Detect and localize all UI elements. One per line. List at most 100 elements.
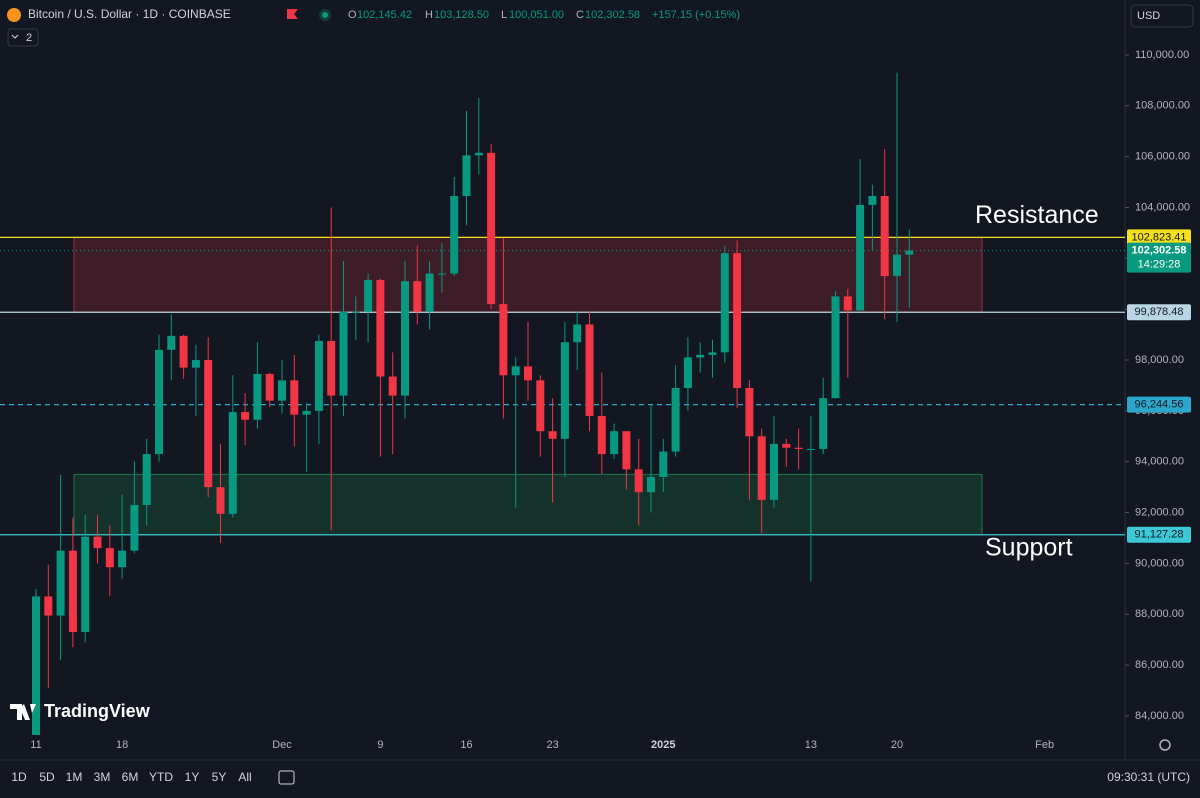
zone xyxy=(73,473,983,536)
symbol: Bitcoin / U.S. Dollar · 1D · COINBASE xyxy=(28,7,231,21)
candle-body xyxy=(659,451,668,477)
candle-body xyxy=(683,357,692,388)
candle-body xyxy=(450,196,459,274)
range-button[interactable]: 6M xyxy=(122,770,139,784)
candle-body xyxy=(32,596,40,735)
x-tick-label: 18 xyxy=(116,739,128,751)
range-button[interactable]: 5Y xyxy=(212,770,227,784)
level-tag xyxy=(1127,304,1191,321)
candle-body xyxy=(191,360,200,368)
y-tick-label: 94,000.00 xyxy=(1135,456,1184,468)
ohlc-value: 100,051.00 xyxy=(509,9,564,21)
candle-body xyxy=(216,487,225,514)
ohlc-value: 102,145.42 xyxy=(357,9,412,21)
candle-body xyxy=(560,342,569,439)
range-button[interactable]: 3M xyxy=(94,770,111,784)
candle-body xyxy=(437,273,446,275)
candle-body xyxy=(573,324,582,343)
candle-body xyxy=(856,204,865,311)
candle-body xyxy=(782,443,791,448)
x-tick-label: 16 xyxy=(460,739,472,751)
candle-body xyxy=(290,380,299,415)
candle-body xyxy=(401,281,409,396)
candle-body xyxy=(597,415,606,455)
candle-body xyxy=(647,476,655,493)
countdown: 14:29:28 xyxy=(1138,259,1181,271)
candle-body xyxy=(155,349,163,455)
ohlc-label: O xyxy=(348,9,357,21)
level-tag xyxy=(1127,396,1191,413)
candle-body xyxy=(327,340,336,396)
calendar-icon[interactable] xyxy=(278,770,295,785)
price-tag-label: 102,302.58 xyxy=(1131,245,1186,257)
candle-body xyxy=(314,340,323,411)
ohlc-value: 103,128.50 xyxy=(434,9,489,21)
candle-body xyxy=(118,550,127,568)
candle-body xyxy=(708,352,717,355)
candle-body xyxy=(843,296,852,311)
ohlc-label: C xyxy=(576,9,584,21)
settings-icon[interactable] xyxy=(1159,739,1171,751)
x-tick-label: 9 xyxy=(377,739,383,751)
range-button[interactable]: 5D xyxy=(39,770,55,784)
candle-body xyxy=(376,279,385,377)
y-tick-label: 90,000.00 xyxy=(1135,557,1184,569)
x-tick-label: 20 xyxy=(891,739,903,751)
indicator-toggle[interactable] xyxy=(7,28,39,47)
candle-body xyxy=(499,304,508,376)
candle-body xyxy=(142,454,151,505)
level-tag-label: 96,244.56 xyxy=(1135,399,1184,411)
x-tick-label: Dec xyxy=(272,739,292,751)
x-tick-label: 13 xyxy=(805,739,817,751)
y-tick-label: 110,000.00 xyxy=(1135,49,1189,61)
candle-body xyxy=(893,254,901,277)
candle-body xyxy=(204,360,213,488)
zone-label: Support xyxy=(985,533,1073,561)
candle-body xyxy=(93,536,102,549)
ohlc-change: +157.15 (+0.15%) xyxy=(652,9,740,21)
candle-body xyxy=(757,436,766,500)
candle-body xyxy=(44,596,53,616)
y-tick-label: 92,000.00 xyxy=(1135,506,1184,518)
range-button[interactable]: All xyxy=(238,770,251,784)
currency-box[interactable] xyxy=(1130,4,1194,28)
level-tag xyxy=(1127,229,1191,246)
candle-body xyxy=(770,443,778,500)
level-tag-label: 102,823.41 xyxy=(1131,231,1186,243)
candle-body xyxy=(806,448,815,450)
plot xyxy=(0,72,1125,735)
chevron xyxy=(11,34,19,39)
indicator-count: 2 xyxy=(26,32,32,44)
candle-body xyxy=(745,387,754,437)
candle-body xyxy=(228,412,237,514)
flag-icon[interactable] xyxy=(287,9,298,19)
ohlc-label: L xyxy=(501,9,507,21)
range-button[interactable]: 1M xyxy=(66,770,83,784)
candle-body xyxy=(634,469,643,493)
range-button[interactable]: 1Y xyxy=(185,770,200,784)
candle-body xyxy=(819,398,828,449)
candle-body xyxy=(720,253,729,353)
candle-body xyxy=(462,155,471,197)
candle-body xyxy=(130,504,139,551)
candle-body xyxy=(413,281,422,312)
candle-body xyxy=(610,431,619,455)
candle-body xyxy=(351,311,360,313)
y-tick-label: 98,000.00 xyxy=(1135,354,1184,366)
range-button[interactable]: YTD xyxy=(149,770,173,784)
candle-body xyxy=(733,253,742,388)
candle-body xyxy=(81,536,90,633)
candle-body xyxy=(56,550,65,616)
candle-body xyxy=(474,152,483,156)
clock: 09:30:31 (UTC) xyxy=(1107,770,1190,784)
candle-body xyxy=(831,296,840,399)
currency: USD xyxy=(1137,10,1160,22)
range-button[interactable]: 1D xyxy=(11,770,27,784)
candle-body xyxy=(548,431,557,439)
candle-body xyxy=(585,324,594,416)
candle-body xyxy=(425,273,434,312)
candle-body xyxy=(278,380,286,401)
ohlc-label: H xyxy=(425,9,433,21)
